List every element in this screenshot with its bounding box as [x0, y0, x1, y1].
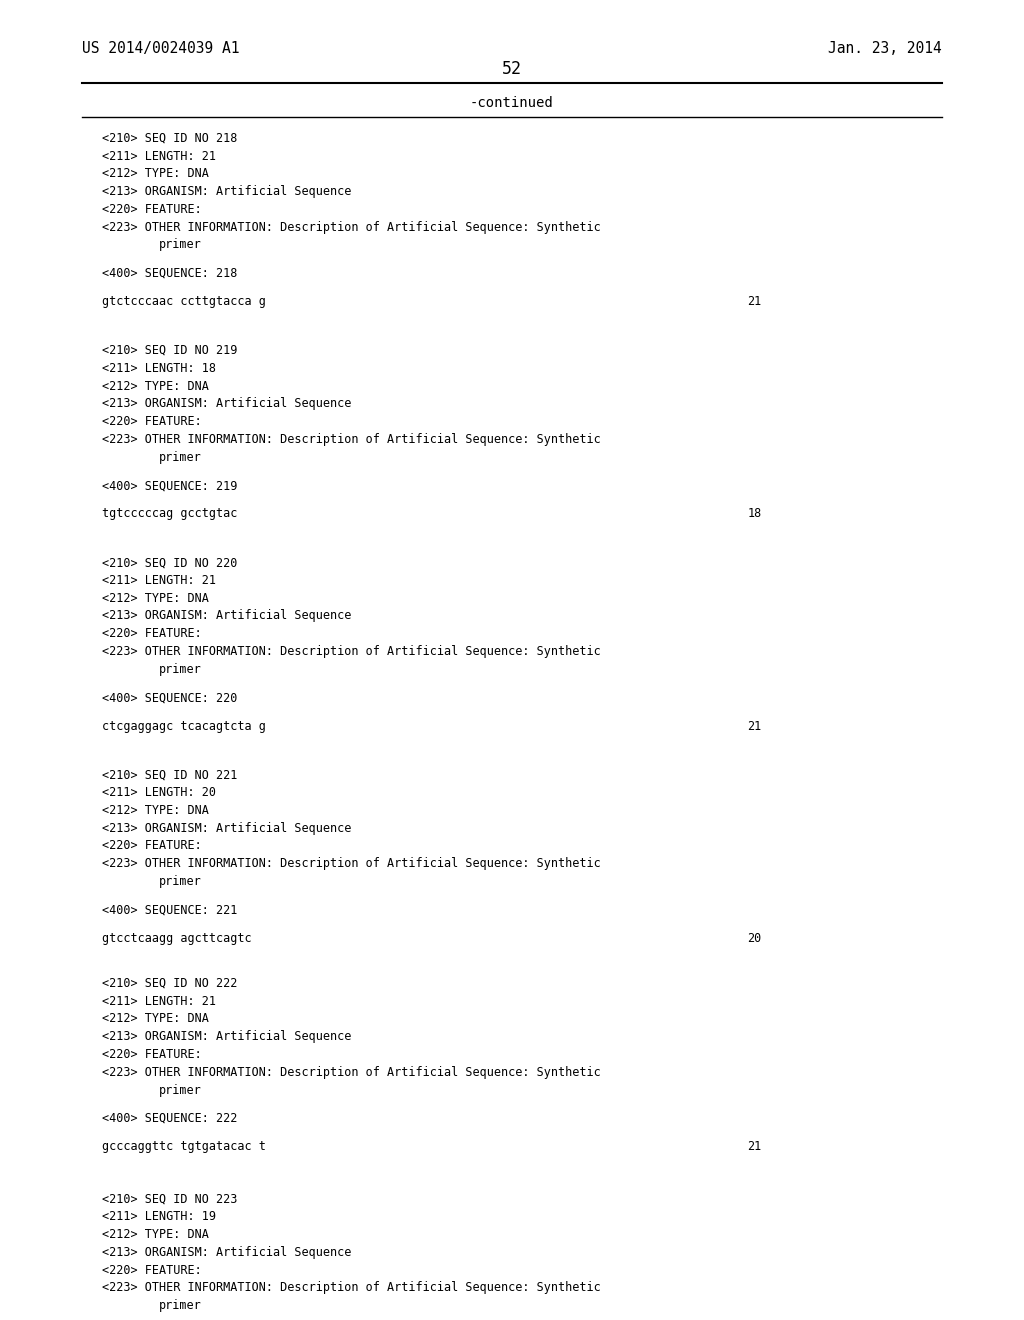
Text: <213> ORGANISM: Artificial Sequence: <213> ORGANISM: Artificial Sequence	[102, 1030, 352, 1043]
Text: <211> LENGTH: 21: <211> LENGTH: 21	[102, 574, 216, 587]
Text: <400> SEQUENCE: 220: <400> SEQUENCE: 220	[102, 692, 238, 704]
Text: ctcgaggagc tcacagtcta g: ctcgaggagc tcacagtcta g	[102, 719, 266, 733]
Text: gtcctcaagg agcttcagtc: gtcctcaagg agcttcagtc	[102, 932, 252, 945]
Text: primer: primer	[159, 1084, 202, 1097]
Text: <213> ORGANISM: Artificial Sequence: <213> ORGANISM: Artificial Sequence	[102, 821, 352, 834]
Text: -continued: -continued	[470, 96, 554, 110]
Text: <211> LENGTH: 18: <211> LENGTH: 18	[102, 362, 216, 375]
Text: <400> SEQUENCE: 222: <400> SEQUENCE: 222	[102, 1111, 238, 1125]
Text: <223> OTHER INFORMATION: Description of Artificial Sequence: Synthetic: <223> OTHER INFORMATION: Description of …	[102, 857, 601, 870]
Text: <213> ORGANISM: Artificial Sequence: <213> ORGANISM: Artificial Sequence	[102, 610, 352, 623]
Text: <223> OTHER INFORMATION: Description of Artificial Sequence: Synthetic: <223> OTHER INFORMATION: Description of …	[102, 1065, 601, 1078]
Text: tgtcccccag gcctgtac: tgtcccccag gcctgtac	[102, 507, 238, 520]
Text: <400> SEQUENCE: 221: <400> SEQUENCE: 221	[102, 903, 238, 916]
Text: <211> LENGTH: 21: <211> LENGTH: 21	[102, 995, 216, 1007]
Text: <211> LENGTH: 21: <211> LENGTH: 21	[102, 149, 216, 162]
Text: <213> ORGANISM: Artificial Sequence: <213> ORGANISM: Artificial Sequence	[102, 397, 352, 411]
Text: primer: primer	[159, 239, 202, 252]
Text: <211> LENGTH: 20: <211> LENGTH: 20	[102, 785, 216, 799]
Text: <212> TYPE: DNA: <212> TYPE: DNA	[102, 1012, 209, 1026]
Text: <210> SEQ ID NO 220: <210> SEQ ID NO 220	[102, 556, 238, 569]
Text: primer: primer	[159, 875, 202, 888]
Text: US 2014/0024039 A1: US 2014/0024039 A1	[82, 41, 240, 55]
Text: <212> TYPE: DNA: <212> TYPE: DNA	[102, 591, 209, 605]
Text: <220> FEATURE:: <220> FEATURE:	[102, 1048, 202, 1061]
Text: <212> TYPE: DNA: <212> TYPE: DNA	[102, 804, 209, 817]
Text: <400> SEQUENCE: 219: <400> SEQUENCE: 219	[102, 479, 238, 492]
Text: <210> SEQ ID NO 219: <210> SEQ ID NO 219	[102, 345, 238, 356]
Text: <210> SEQ ID NO 222: <210> SEQ ID NO 222	[102, 977, 238, 990]
Text: 21: 21	[748, 1140, 762, 1154]
Text: <220> FEATURE:: <220> FEATURE:	[102, 203, 202, 216]
Text: <400> SEQUENCE: 218: <400> SEQUENCE: 218	[102, 267, 238, 280]
Text: <220> FEATURE:: <220> FEATURE:	[102, 627, 202, 640]
Text: <210> SEQ ID NO 218: <210> SEQ ID NO 218	[102, 132, 238, 145]
Text: <210> SEQ ID NO 223: <210> SEQ ID NO 223	[102, 1192, 238, 1205]
Text: 20: 20	[748, 932, 762, 945]
Text: <212> TYPE: DNA: <212> TYPE: DNA	[102, 380, 209, 392]
Text: gtctcccaac ccttgtacca g: gtctcccaac ccttgtacca g	[102, 296, 266, 309]
Text: <213> ORGANISM: Artificial Sequence: <213> ORGANISM: Artificial Sequence	[102, 185, 352, 198]
Text: 18: 18	[748, 507, 762, 520]
Text: 52: 52	[502, 59, 522, 78]
Text: <220> FEATURE:: <220> FEATURE:	[102, 840, 202, 853]
Text: 21: 21	[748, 719, 762, 733]
Text: <212> TYPE: DNA: <212> TYPE: DNA	[102, 1228, 209, 1241]
Text: <212> TYPE: DNA: <212> TYPE: DNA	[102, 168, 209, 181]
Text: Jan. 23, 2014: Jan. 23, 2014	[828, 41, 942, 55]
Text: <220> FEATURE:: <220> FEATURE:	[102, 1263, 202, 1276]
Text: primer: primer	[159, 450, 202, 463]
Text: <223> OTHER INFORMATION: Description of Artificial Sequence: Synthetic: <223> OTHER INFORMATION: Description of …	[102, 1282, 601, 1295]
Text: <220> FEATURE:: <220> FEATURE:	[102, 414, 202, 428]
Text: <213> ORGANISM: Artificial Sequence: <213> ORGANISM: Artificial Sequence	[102, 1246, 352, 1259]
Text: primer: primer	[159, 663, 202, 676]
Text: primer: primer	[159, 1299, 202, 1312]
Text: <211> LENGTH: 19: <211> LENGTH: 19	[102, 1210, 216, 1224]
Text: 21: 21	[748, 296, 762, 309]
Text: <223> OTHER INFORMATION: Description of Artificial Sequence: Synthetic: <223> OTHER INFORMATION: Description of …	[102, 433, 601, 446]
Text: <223> OTHER INFORMATION: Description of Artificial Sequence: Synthetic: <223> OTHER INFORMATION: Description of …	[102, 220, 601, 234]
Text: gcccaggttc tgtgatacac t: gcccaggttc tgtgatacac t	[102, 1140, 266, 1154]
Text: <210> SEQ ID NO 221: <210> SEQ ID NO 221	[102, 768, 238, 781]
Text: <223> OTHER INFORMATION: Description of Artificial Sequence: Synthetic: <223> OTHER INFORMATION: Description of …	[102, 645, 601, 657]
